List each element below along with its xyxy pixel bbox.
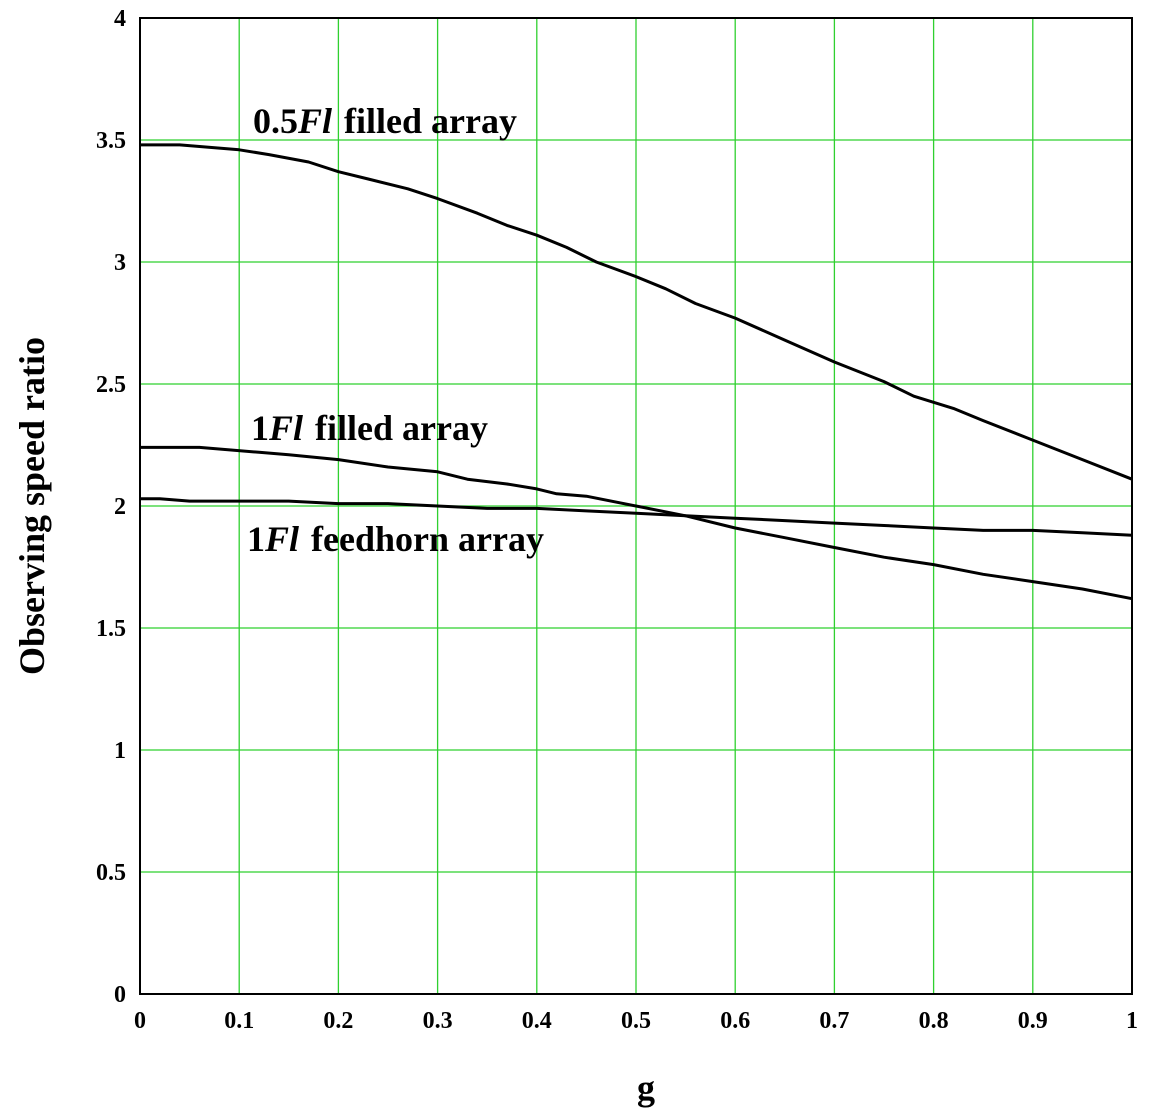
annotation-suffix: filled array [344,101,517,141]
x-axis-label: g [637,1068,655,1108]
annotation-italic: Fl [268,408,303,448]
y-tick-label: 1 [114,738,126,764]
y-tick-labels: 0 0.5 1 1.5 2 2.5 3 3.5 4 [96,6,126,1008]
x-tick-label: 1 [1126,1008,1138,1034]
x-tick-label: 0.4 [522,1008,552,1034]
series-annotation-1: 0.5Fl filled array [253,101,517,141]
x-tick-labels: 0 0.1 0.2 0.3 0.4 0.5 0.6 0.7 0.8 0.9 1 [134,1008,1138,1034]
x-tick-label: 0.6 [720,1008,750,1034]
y-tick-label: 1.5 [96,616,126,642]
x-tick-label: 0.8 [919,1008,949,1034]
series-line-1 [140,143,1133,481]
x-tick-label: 0.3 [423,1008,453,1034]
x-tick-label: 0 [134,1008,146,1034]
series-line-2 [140,445,1133,601]
y-tick-label: 2 [114,494,126,520]
y-axis-label: Observing speed ratio [12,337,52,675]
x-tick-label: 0.5 [621,1008,651,1034]
y-tick-label: 2.5 [96,372,126,398]
annotation-suffix: feedhorn array [311,519,544,559]
annotation-prefix: 0.5 [253,101,298,141]
annotation-suffix: filled array [315,408,488,448]
x-tick-label: 0.1 [224,1008,254,1034]
y-tick-label: 0 [114,982,126,1008]
plot-frame [139,17,1133,995]
y-tick-label: 0.5 [96,860,126,886]
y-tick-label: 3 [114,250,126,276]
annotation-prefix: 1 [247,519,265,559]
series-annotation-2: 1Fl filled array [251,408,488,448]
series-lines [140,143,1133,601]
series-line-3 [140,497,1133,537]
x-tick-label: 0.9 [1018,1008,1048,1034]
annotation-italic: Fl [264,519,299,559]
y-tick-label: 3.5 [96,128,126,154]
x-tick-label: 0.2 [323,1008,353,1034]
annotation-italic: Fl [297,101,332,141]
annotation-prefix: 1 [251,408,269,448]
y-tick-label: 4 [114,6,126,32]
x-tick-label: 0.7 [819,1008,849,1034]
series-annotation-3: 1Fl feedhorn array [247,519,544,559]
